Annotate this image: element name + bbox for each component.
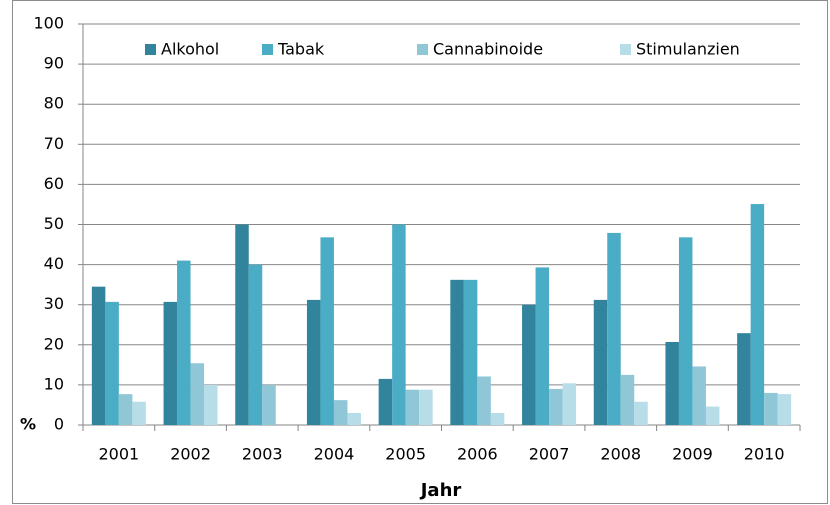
legend-label: Stimulanzien (636, 40, 740, 59)
bar (419, 389, 433, 425)
bar (118, 394, 133, 425)
y-tick-label: 20 (44, 334, 64, 353)
legend-swatch (620, 44, 631, 55)
bar (105, 301, 119, 425)
x-tick-label: 2008 (600, 445, 641, 464)
bar (490, 412, 505, 425)
y-tick-label: 60 (44, 174, 64, 193)
bar (692, 366, 706, 425)
x-tick-label: 2006 (457, 445, 498, 464)
x-tick-label: 2003 (242, 445, 283, 464)
bar (607, 232, 621, 425)
bar (347, 412, 361, 425)
y-tick-label: 100 (33, 14, 64, 33)
bar (737, 333, 751, 425)
y-tick-label: 50 (44, 214, 64, 233)
y-tick-label: 90 (44, 54, 64, 73)
bar (405, 389, 420, 425)
bar (522, 304, 536, 425)
bar (163, 301, 178, 425)
chart-frame (12, 0, 828, 504)
y-tick-label: 30 (44, 294, 64, 313)
legend-swatch (145, 44, 156, 55)
legend-label: Alkohol (161, 40, 219, 59)
bar (463, 279, 478, 425)
bar (306, 299, 321, 425)
x-tick-label: 2010 (744, 445, 785, 464)
x-tick-label: 2001 (98, 445, 139, 464)
bar (777, 394, 792, 425)
bar (248, 264, 263, 425)
bar (750, 204, 765, 425)
y-tick-label: 80 (44, 94, 64, 113)
bar (320, 237, 334, 425)
x-tick-label: 2002 (170, 445, 211, 464)
bar (132, 401, 146, 425)
bar (562, 383, 577, 425)
legend-swatch (262, 44, 273, 55)
bar (450, 279, 464, 425)
bar (678, 237, 693, 425)
bar (620, 374, 635, 425)
bar (378, 378, 393, 425)
bar (235, 224, 249, 425)
x-tick-label: 2007 (529, 445, 570, 464)
bar (764, 392, 778, 425)
legend-label: Tabak (277, 40, 325, 59)
bar (204, 384, 218, 425)
y-tick-label: 10 (44, 374, 64, 393)
x-axis-label: Jahr (419, 480, 462, 501)
bar (634, 401, 648, 425)
bar (91, 286, 106, 425)
legend-swatch (417, 44, 428, 55)
y-axis-label: % (20, 415, 36, 434)
y-tick-label: 70 (44, 134, 64, 153)
bar (477, 376, 491, 425)
bar (549, 388, 563, 425)
bar (535, 267, 550, 425)
bar (392, 224, 406, 425)
x-tick-label: 2004 (314, 445, 355, 464)
bar (177, 260, 191, 425)
bar (593, 299, 608, 425)
legend-label: Cannabinoide (433, 40, 543, 59)
bar (262, 384, 276, 425)
x-tick-label: 2009 (672, 445, 713, 464)
bar (705, 406, 720, 425)
bar (333, 400, 348, 425)
y-tick-label: 40 (44, 254, 64, 273)
y-tick-label: 0 (54, 415, 64, 434)
bar (665, 341, 679, 425)
bar (190, 363, 205, 425)
x-tick-label: 2005 (385, 445, 426, 464)
